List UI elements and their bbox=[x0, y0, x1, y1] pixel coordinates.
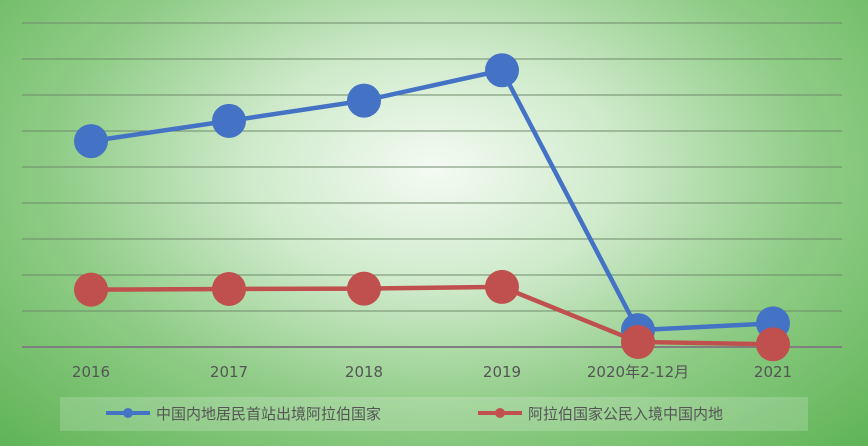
data-point bbox=[74, 272, 108, 307]
legend-box bbox=[60, 397, 808, 431]
x-tick-label: 2017 bbox=[210, 363, 248, 381]
data-point bbox=[347, 271, 381, 306]
x-axis: 2016 2017 2018 2019 2020年2-12月 2021 bbox=[22, 346, 842, 381]
data-point bbox=[485, 269, 519, 304]
data-point bbox=[485, 53, 519, 88]
x-tick-label: 2019 bbox=[483, 363, 521, 381]
data-point bbox=[212, 271, 246, 306]
legend: 中国内地居民首站出境阿拉伯国家 阿拉伯国家公民入境中国内地 bbox=[60, 397, 808, 431]
data-point bbox=[621, 324, 655, 359]
series-layer bbox=[74, 53, 790, 362]
data-point bbox=[756, 327, 790, 362]
data-point bbox=[74, 124, 108, 159]
legend-marker-1 bbox=[495, 408, 505, 418]
data-point bbox=[212, 103, 246, 138]
gridlines bbox=[22, 22, 842, 312]
x-tick-label: 2016 bbox=[72, 363, 110, 381]
series-0 bbox=[74, 53, 790, 348]
legend-label-1: 阿拉伯国家公民入境中国内地 bbox=[528, 405, 723, 423]
legend-entry-1: 阿拉伯国家公民入境中国内地 bbox=[478, 405, 723, 423]
data-point bbox=[347, 83, 381, 118]
series-line-0 bbox=[90, 68, 774, 333]
series-1 bbox=[74, 269, 790, 362]
legend-marker-0 bbox=[123, 408, 133, 418]
x-tick-label: 2018 bbox=[345, 363, 383, 381]
x-tick-label: 2020年2-12月 bbox=[587, 363, 689, 381]
x-tick-label: 2021 bbox=[754, 363, 792, 381]
legend-label-0: 中国内地居民首站出境阿拉伯国家 bbox=[156, 405, 381, 423]
legend-entry-0: 中国内地居民首站出境阿拉伯国家 bbox=[106, 405, 381, 423]
series-line-1 bbox=[90, 284, 774, 347]
